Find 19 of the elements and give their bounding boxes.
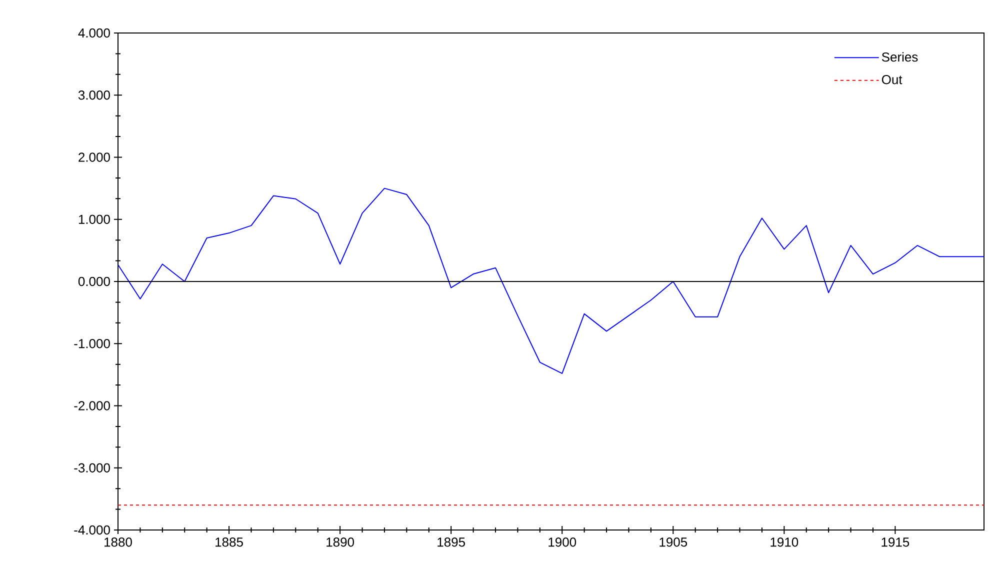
y-tick-label: -3.000: [74, 463, 110, 472]
x-tick-label: 1895: [438, 538, 465, 547]
legend-label: Series: [882, 52, 918, 62]
y-tick-label: 3.000: [78, 90, 110, 100]
y-tick-label: -1.000: [74, 339, 110, 348]
x-tick-label: 1885: [216, 538, 243, 547]
y-tick-label: -2.000: [74, 401, 110, 410]
x-tick-label: 1910: [770, 538, 798, 547]
x-tick-label: 1890: [326, 538, 354, 547]
legend-label: Out: [882, 75, 902, 84]
y-tick-label: 1.000: [78, 214, 110, 224]
y-tick-label: 4.000: [78, 28, 110, 38]
y-tick-label: 0.000: [78, 276, 110, 286]
x-tick-label: 1880: [104, 538, 132, 547]
y-tick-label: 2.000: [78, 152, 110, 162]
x-tick-label: 1900: [548, 538, 576, 547]
y-tick-label: -4.000: [74, 525, 110, 535]
x-tick-label: 1915: [882, 538, 910, 547]
x-tick-label: 1905: [660, 538, 688, 547]
